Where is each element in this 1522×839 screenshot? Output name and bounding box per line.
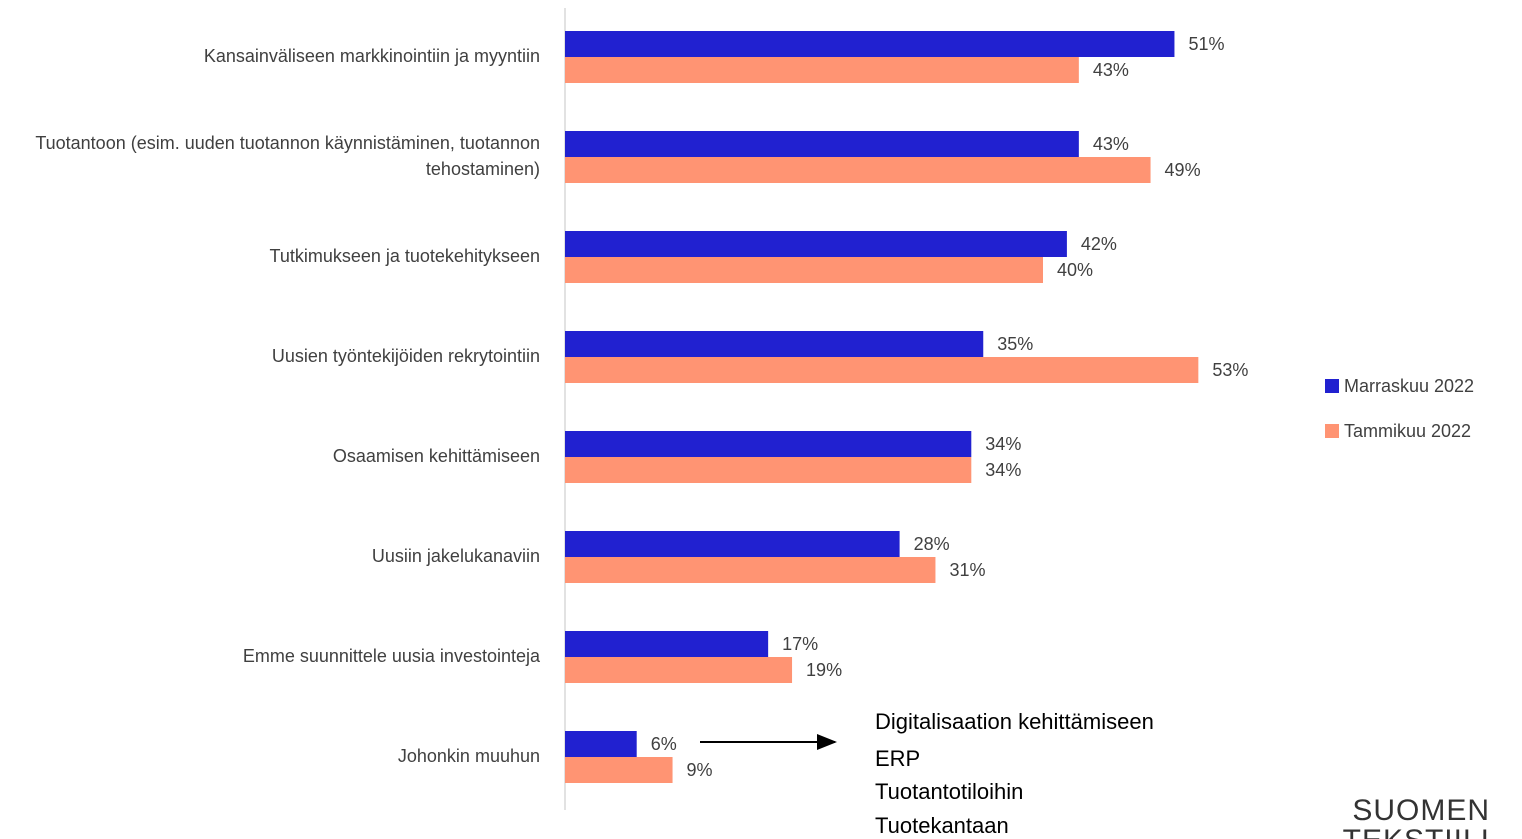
y-tick-label: Uusien työntekijöiden rekrytointiin [272,346,540,366]
data-label: 28% [914,534,950,554]
data-label: 49% [1165,160,1201,180]
y-tick-label: Osaamisen kehittämiseen [333,446,540,466]
bar [565,157,1151,183]
data-label: 40% [1057,260,1093,280]
y-tick-label: Kansainväliseen markkinointiin ja myynti… [204,46,540,66]
annotation: Digitalisaation kehittämiseen [875,709,1154,734]
annotation: ERP [875,746,920,771]
y-tick-label: Uusiin jakelukanaviin [372,546,540,566]
data-label: 19% [806,660,842,680]
bar [565,331,984,357]
data-label: 9% [687,760,713,780]
legend-swatch [1325,379,1339,393]
data-label: 51% [1188,34,1224,54]
bar [565,657,793,683]
bar [565,531,900,557]
annotation: Tuotekantaan [875,813,1009,838]
data-label: 43% [1093,60,1129,80]
data-label: 31% [949,560,985,580]
data-label: 53% [1212,360,1248,380]
data-label: 35% [997,334,1033,354]
legend-label: Tammikuu 2022 [1344,421,1471,441]
y-tick-label: Emme suunnittele uusia investointeja [243,646,541,666]
bar [565,257,1043,283]
bar [565,631,769,657]
y-tick-label: Tuotantoon (esim. uuden tuotannon käynni… [35,133,540,179]
bar [565,57,1079,83]
bar [565,457,972,483]
data-label: 6% [651,734,677,754]
data-label: 42% [1081,234,1117,254]
annotation: Tuotantotiloihin [875,779,1023,804]
bar [565,357,1199,383]
data-label: 43% [1093,134,1129,154]
bar [565,31,1175,57]
data-label: 34% [985,460,1021,480]
y-tick-label: Johonkin muuhun [398,746,540,766]
data-label: 34% [985,434,1021,454]
logo-text: SUOMEN [1352,794,1490,827]
data-label: 17% [782,634,818,654]
bar [565,757,673,783]
logo-text: TEKSTIILI [1343,824,1490,839]
bar [565,731,637,757]
bar [565,557,936,583]
bar [565,131,1079,157]
bar [565,231,1067,257]
legend-swatch [1325,424,1339,438]
legend-label: Marraskuu 2022 [1344,376,1474,396]
bar [565,431,972,457]
y-tick-label: Tutkimukseen ja tuotekehitykseen [270,246,540,266]
